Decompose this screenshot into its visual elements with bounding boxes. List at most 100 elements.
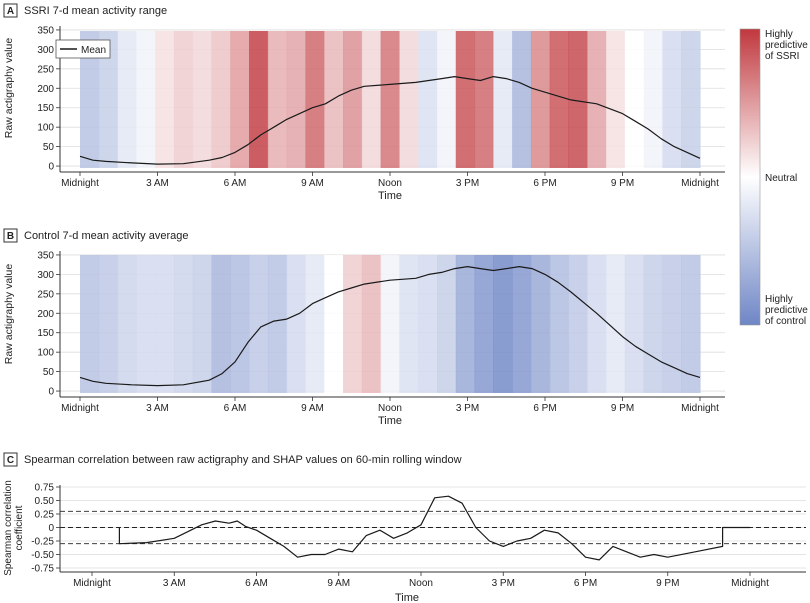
- a-shap-band: [681, 31, 701, 168]
- a-shap-band: [136, 31, 156, 168]
- b-y-tick-label: 300: [37, 270, 54, 281]
- b-shap-band: [230, 255, 250, 393]
- b-shap-band: [305, 255, 325, 393]
- a-shap-band: [155, 31, 175, 168]
- b-shap-band: [549, 255, 570, 393]
- a-y-tick-label: 0: [48, 162, 54, 173]
- c-y-tick-label: 0: [48, 523, 54, 534]
- b-y-tick-label: 350: [37, 250, 54, 261]
- a-y-tick-label: 150: [37, 103, 54, 114]
- a-shap-band: [117, 31, 137, 168]
- b-shap-band: [624, 255, 645, 393]
- b-shap-band: [155, 255, 175, 393]
- b-x-tick-label: 3 AM: [146, 403, 169, 414]
- colorbar-gradient: [739, 28, 761, 326]
- c-x-tick-label: 9 AM: [327, 578, 350, 589]
- b-shap-band: [530, 255, 551, 393]
- a-shap-band: [436, 31, 457, 168]
- b-shap-band: [681, 255, 701, 393]
- panel-c-axes: 0.75 0.50 0.25 0 -0.25 -0.50 -0.75 Midnight 3 AM…: [31, 483, 806, 589]
- b-shap-band: [324, 255, 344, 393]
- b-shap-band: [380, 255, 400, 393]
- c-series-line: [118, 495, 750, 561]
- a-shap-band: [173, 31, 194, 168]
- c-x-tick-label: 3 AM: [163, 578, 186, 589]
- a-shap-band: [587, 31, 607, 168]
- b-shap-band: [117, 255, 137, 393]
- a-x-tick-label: 6 PM: [533, 178, 556, 189]
- colorbar-top-label-line1: Highly: [765, 29, 793, 40]
- a-shap-band: [474, 31, 494, 168]
- panel-b-series: [79, 266, 701, 387]
- a-shap-band: [324, 31, 344, 168]
- panel-c-y-axis-title-line1: Spearman correlation: [3, 480, 14, 576]
- a-x-tick-label: 3 PM: [456, 178, 479, 189]
- panel-c-gridlines: [60, 486, 806, 569]
- legend-box: [55, 39, 111, 59]
- panel-b-letter: B: [7, 231, 14, 242]
- b-shap-band: [568, 255, 588, 393]
- b-shap-band: [418, 255, 438, 393]
- a-x-tick-label: 6 AM: [224, 178, 247, 189]
- panel-a-x-axis-title: Time: [378, 190, 402, 202]
- b-shap-band: [80, 255, 100, 393]
- a-shap-band: [493, 31, 513, 168]
- c-x-tick-label: 9 PM: [656, 578, 679, 589]
- a-x-tick-label: Noon: [378, 178, 402, 189]
- b-shap-band: [455, 255, 476, 393]
- a-shap-band: [230, 31, 250, 168]
- a-shap-band: [624, 31, 645, 168]
- b-shap-band: [606, 255, 626, 393]
- a-shap-band: [530, 31, 551, 168]
- b-series-line: [79, 266, 701, 387]
- panel-b-title: Control 7-d mean activity average: [24, 230, 188, 242]
- c-y-tick-label: -0.75: [31, 564, 54, 575]
- b-shap-band: [361, 255, 382, 393]
- c-y-tick-label: 0.25: [35, 510, 55, 521]
- a-y-tick-label: 250: [37, 64, 54, 75]
- b-x-tick-label: 6 AM: [224, 403, 247, 414]
- a-y-tick-label: 100: [37, 123, 54, 134]
- c-y-tick-label: -0.50: [31, 550, 54, 561]
- b-shap-band: [512, 255, 532, 393]
- panel-b: B Control 7-d mean activity average 0 50 1…: [3, 228, 725, 427]
- a-shap-band: [662, 31, 682, 168]
- c-y-tick-label: 0.50: [35, 496, 55, 507]
- c-x-tick-label: Midnight: [731, 578, 769, 589]
- panel-c-series: [118, 495, 750, 561]
- panel-c-badge: [3, 452, 18, 467]
- a-x-tick-label: Midnight: [61, 178, 99, 189]
- a-shap-band: [98, 31, 119, 168]
- panel-b-y-axis-title: Raw actigraphy value: [3, 264, 15, 365]
- a-shap-band: [399, 31, 419, 168]
- c-x-tick-label: 6 PM: [574, 578, 597, 589]
- a-x-tick-label: Midnight: [681, 178, 719, 189]
- b-y-tick-label: 0: [48, 387, 54, 398]
- colorbar-top-label-line2: predictive: [765, 40, 808, 51]
- b-shap-band: [493, 255, 513, 393]
- b-shap-band: [643, 255, 664, 393]
- panel-a-letter: A: [7, 6, 14, 17]
- b-y-tick-label: 100: [37, 348, 54, 359]
- b-y-tick-label: 250: [37, 289, 54, 300]
- panel-c-letter: C: [7, 455, 14, 466]
- panel-a-badge: [3, 3, 18, 18]
- panel-c-x-axis-title: Time: [395, 592, 419, 603]
- a-y-tick-label: 50: [43, 142, 55, 153]
- panel-c-title: Spearman correlation between raw actigra…: [24, 454, 462, 466]
- b-shap-band: [267, 255, 288, 393]
- b-shap-band: [173, 255, 194, 393]
- panel-a-y-axis-title: Raw actigraphy value: [3, 38, 15, 139]
- c-x-tick-label: Midnight: [73, 578, 111, 589]
- a-y-tick-label: 350: [37, 25, 54, 36]
- b-x-tick-label: 3 PM: [456, 403, 479, 414]
- panel-a-axes: 0 50 100 150 200 250 300 350 Midnight 3 AM 6 AM 9 A…: [37, 25, 725, 189]
- colorbar-top-label-line3: of SSRI: [765, 51, 799, 62]
- b-x-tick-label: Noon: [378, 403, 402, 414]
- c-y-tick-label: -0.25: [31, 537, 54, 548]
- b-x-tick-label: 9 AM: [301, 403, 324, 414]
- b-x-tick-label: Midnight: [681, 403, 719, 414]
- c-x-tick-label: 3 PM: [492, 578, 515, 589]
